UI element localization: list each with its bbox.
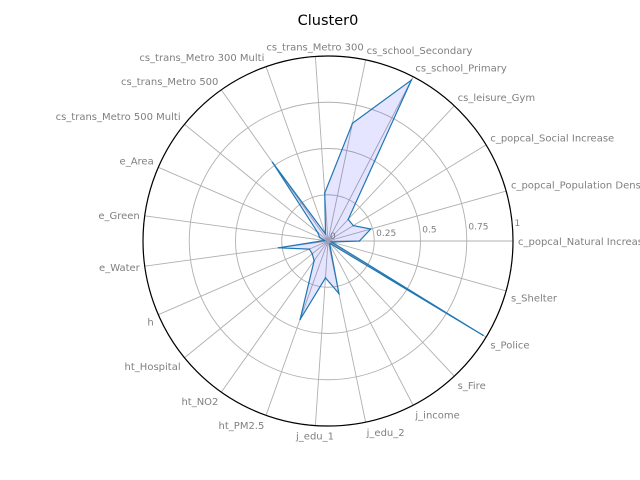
data-point (324, 233, 327, 235)
radial-tick-label: 0.5 (422, 226, 436, 236)
outer-frame (142, 55, 514, 427)
category-label: h (147, 318, 153, 329)
data-point (311, 253, 314, 255)
category-label: e_Green (98, 211, 139, 222)
data-point (410, 79, 413, 81)
category-label: c_popcal_Social Increase (490, 133, 614, 144)
data-point (330, 241, 333, 243)
category-label: ht_NO2 (181, 397, 218, 408)
radar-grid (142, 55, 514, 427)
data-point (323, 239, 326, 242)
category-label: cs_trans_Metro 500 Multi (56, 112, 181, 123)
radial-tick-label: 0.25 (376, 229, 396, 239)
data-point (317, 232, 319, 234)
data-point (313, 259, 315, 262)
grid-ring-2 (235, 148, 421, 334)
radial-tick-label: 0.75 (468, 222, 488, 232)
data-point (347, 218, 350, 221)
data-point (369, 228, 372, 230)
data-point (308, 248, 311, 250)
category-label: s_Police (490, 341, 529, 352)
category-label: cs_trans_Metro 500 (121, 77, 218, 88)
data-point (271, 161, 274, 164)
category-label: c_popcal_Natural Increase (518, 237, 640, 248)
category-label: j_edu_1 (295, 432, 334, 443)
category-label: e_Area (120, 156, 154, 167)
series-area-0 (272, 78, 484, 336)
axis-labels: c_popcal_Natural Increase c_popcal_Popula… (56, 42, 640, 442)
radial-tick-labels: 0 0.25 0.5 0.75 1 (330, 219, 520, 242)
category-label: cs_school_Secondary (367, 46, 473, 57)
data-point (352, 224, 355, 227)
data-point (323, 192, 326, 194)
data-point (318, 236, 321, 239)
series-layer (271, 78, 484, 337)
chart-title: Cluster0 (298, 13, 359, 29)
category-label: ht_Hospital (125, 362, 181, 373)
category-label: e_Water (99, 263, 141, 274)
data-point (324, 277, 327, 279)
data-point (351, 122, 354, 125)
category-label: cs_trans_Metro 300 Multi (139, 53, 264, 64)
data-point (358, 240, 361, 242)
category-label: cs_trans_Metro 300 (266, 42, 363, 53)
radial-tick-label: 0 (330, 232, 336, 242)
data-point (299, 318, 301, 321)
data-point (482, 334, 484, 337)
category-label: cs_school_Primary (415, 63, 506, 74)
category-label: ht_PM2.5 (219, 421, 265, 432)
grid-ring-1 (281, 194, 375, 288)
category-label: s_Shelter (511, 293, 558, 304)
category-label: j_edu_2 (366, 428, 405, 439)
radial-tick-label: 1 (515, 219, 521, 229)
data-point (329, 242, 332, 245)
data-point (277, 247, 280, 249)
category-label: j_income (414, 411, 459, 422)
grid-ring-3 (188, 101, 468, 381)
category-label: cs_leisure_Gym (458, 93, 535, 104)
category-label: c_popcal_Population Density (511, 181, 640, 192)
data-point (338, 292, 340, 295)
category-label: s_Fire (458, 381, 486, 392)
